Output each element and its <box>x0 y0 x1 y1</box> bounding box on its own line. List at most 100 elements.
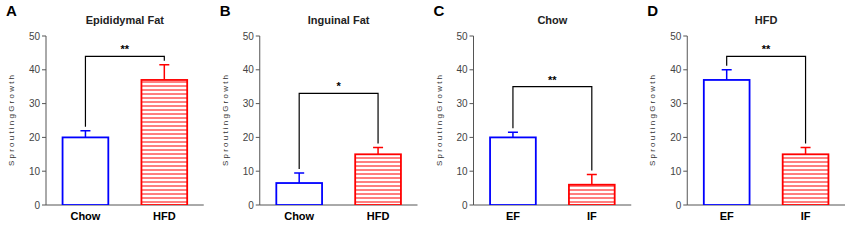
figure: AEpididymal FatS p r o u t i n g G r o w… <box>0 0 855 231</box>
y-tick <box>42 103 46 104</box>
y-axis-label: S p r o u t i n g G r o w t h <box>221 75 230 166</box>
y-tick-label: 0 <box>248 200 254 211</box>
significance-label: * <box>336 80 341 92</box>
y-tick-label: 20 <box>456 132 468 143</box>
error-bar <box>508 132 518 137</box>
y-tick-label: 0 <box>34 200 40 211</box>
error-bar-cap <box>587 174 597 176</box>
panel: B Inguinal Fat S p r o u t i n g G r o w t… <box>220 2 418 222</box>
y-tick-label: 50 <box>456 31 468 42</box>
error-bar-stem <box>377 148 379 155</box>
y-tick <box>470 205 474 206</box>
error-bar-cap <box>508 132 518 134</box>
x-tick-label: HFD <box>153 210 176 222</box>
y-tick <box>42 137 46 138</box>
y-tick-label: 50 <box>29 31 41 42</box>
significance-label: ** <box>762 43 771 55</box>
y-tick-label: 40 <box>670 64 682 75</box>
error-bar <box>722 70 732 80</box>
bar <box>63 137 109 205</box>
y-tick-label: 50 <box>670 31 682 42</box>
y-tick <box>256 69 260 70</box>
bar <box>490 137 536 205</box>
error-bar-stem <box>805 148 807 155</box>
y-tick <box>42 205 46 206</box>
error-bar-cap <box>159 64 169 66</box>
plot-area <box>704 56 829 205</box>
y-tick <box>42 69 46 70</box>
y-tick <box>256 205 260 206</box>
significance-bracket <box>85 56 164 126</box>
error-bar-cap <box>80 130 90 132</box>
error-bar <box>587 175 597 185</box>
plot-area <box>490 87 615 205</box>
error-bar <box>294 173 304 183</box>
y-axis <box>473 36 474 205</box>
y-tick-label: 20 <box>243 132 255 143</box>
panel-label: C <box>434 2 445 19</box>
title: HFD <box>755 14 778 26</box>
error-bar-stem <box>512 132 514 137</box>
panel: CChowS p r o u t i n g G r o w t h010203… <box>434 2 632 222</box>
error-bar <box>159 65 169 80</box>
y-tick <box>470 69 474 70</box>
y-tick-label: 40 <box>243 64 255 75</box>
x-tick-label: EF <box>506 210 520 222</box>
panel-label: D <box>647 2 658 19</box>
bar <box>276 183 322 205</box>
y-tick-label: 10 <box>243 166 255 177</box>
y-tick <box>42 171 46 172</box>
y-tick <box>683 69 687 70</box>
y-tick-label: 50 <box>243 31 255 42</box>
significance-bracket <box>727 56 806 143</box>
y-axis <box>46 36 47 205</box>
y-axis-label: S p r o u t i n g G r o w t h <box>7 75 16 166</box>
y-tick-label: 30 <box>670 98 682 109</box>
y-tick-label: 20 <box>670 132 682 143</box>
bar <box>141 80 187 205</box>
y-tick-label: 0 <box>676 200 682 211</box>
y-tick <box>256 137 260 138</box>
bar <box>783 154 829 205</box>
y-tick <box>470 171 474 172</box>
significance-bracket <box>513 87 592 171</box>
y-tick <box>683 103 687 104</box>
significance-bracket <box>299 93 378 168</box>
error-bar-cap <box>373 147 383 149</box>
plot-area <box>276 93 401 205</box>
y-tick-label: 40 <box>29 64 41 75</box>
x-tick-label: HFD <box>367 210 390 222</box>
y-tick-label: 10 <box>670 166 682 177</box>
y-tick-label: 20 <box>29 132 41 143</box>
x-tick-label: IF <box>801 210 811 222</box>
error-bar-stem <box>298 173 300 183</box>
title: Inguinal Fat <box>308 14 370 26</box>
panel: DHFDS p r o u t i n g G r o w t h0102030… <box>647 2 845 222</box>
y-tick-label: 40 <box>456 64 468 75</box>
panel: AEpididymal FatS p r o u t i n g G r o w… <box>6 2 204 222</box>
y-tick <box>683 205 687 206</box>
plot-area <box>63 56 188 205</box>
error-bar-cap <box>801 147 811 149</box>
y-axis <box>259 36 260 205</box>
x-tick-label: Chow <box>284 210 314 222</box>
y-tick-label: 0 <box>462 200 468 211</box>
title: Epididymal Fat <box>86 14 165 26</box>
error-bar-stem <box>85 131 87 138</box>
error-bar-cap <box>294 172 304 174</box>
y-axis <box>687 36 688 205</box>
y-tick <box>256 171 260 172</box>
title: Chow <box>537 14 567 26</box>
y-tick <box>683 137 687 138</box>
x-tick-label: IF <box>587 210 597 222</box>
panel-label: B <box>220 2 231 19</box>
y-tick <box>470 36 474 37</box>
error-bar-stem <box>726 70 728 80</box>
y-tick <box>256 36 260 37</box>
y-tick <box>256 103 260 104</box>
y-tick <box>683 171 687 172</box>
y-tick-label: 30 <box>243 98 255 109</box>
error-bar-stem <box>164 65 166 80</box>
bar <box>355 154 401 205</box>
y-tick-label: 30 <box>29 98 41 109</box>
